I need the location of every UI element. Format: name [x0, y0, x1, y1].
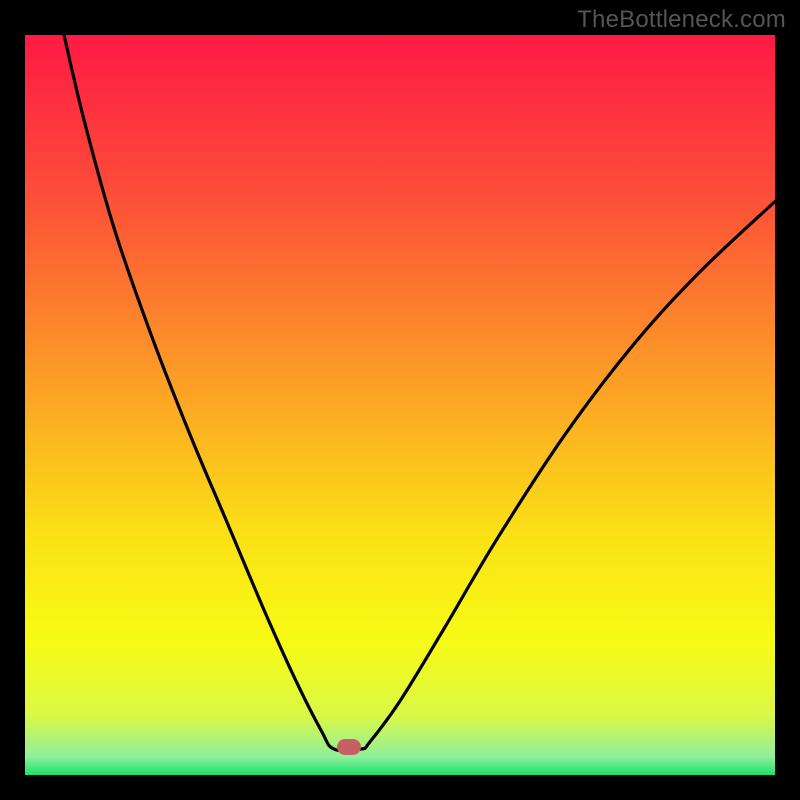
minimum-marker: [337, 739, 361, 755]
watermark-text: TheBottleneck.com: [577, 6, 786, 34]
plot-area: [25, 35, 775, 775]
chart-frame: TheBottleneck.com: [0, 0, 800, 800]
bottleneck-curve: [25, 35, 775, 775]
curve-path: [64, 35, 775, 751]
